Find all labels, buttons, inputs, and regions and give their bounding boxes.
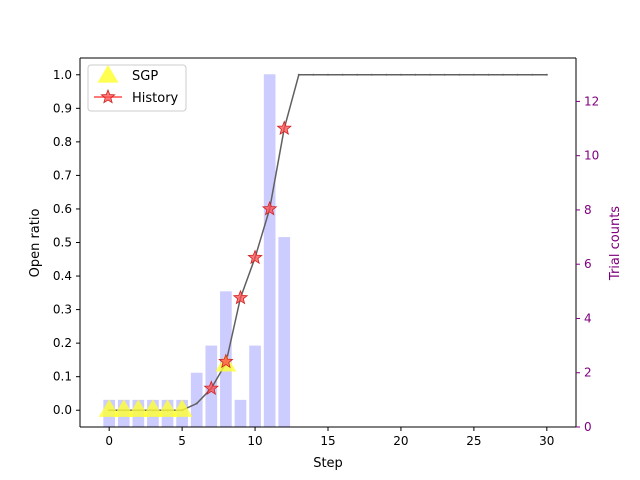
y-tick-label-left: 0.5 [53,236,72,250]
y-tick-label-right: 6 [584,257,592,271]
x-tick-label: 30 [539,434,554,448]
x-tick-label: 25 [466,434,481,448]
open-ratio-line-group [108,73,548,412]
history-marker [276,120,292,136]
x-tick-label: 10 [247,434,262,448]
legend-sgp-marker [97,65,119,83]
y-tick-label-right: 10 [584,149,599,163]
history-marker [261,200,278,216]
open-ratio-point [312,73,315,76]
open-ratio-point [370,73,373,76]
x-tick-label: 15 [320,434,335,448]
sgp-marker [98,399,120,417]
y-tick-label-left: 0.6 [53,202,72,216]
sgp-marker [157,399,178,417]
open-ratio-point [341,73,344,76]
legend-label-sgp: SGP [132,69,158,84]
y-axis-label-left: Open ratio [28,209,43,278]
history-marker [218,353,234,369]
open-ratio-point [414,73,417,76]
history-marker [247,249,263,265]
trial-count-bar [190,372,203,427]
y-tick-label-right: 8 [584,203,592,217]
y-tick-label-left: 0.2 [53,336,72,350]
y-tick-label-left: 1.0 [53,68,72,82]
sgp-marker [171,399,193,417]
y-tick-label-left: 0.7 [53,168,72,182]
x-tick-label: 5 [178,434,186,448]
sgp-marker [127,399,149,417]
y-tick-label-left: 0.4 [53,269,72,283]
y-tick-label-left: 0.3 [53,303,72,317]
y-tick-label-left: 0.1 [53,370,72,384]
history-marker [203,380,220,395]
x-tick-label: 0 [105,434,113,448]
open-ratio-point [487,73,490,76]
x-axis-label: Step [313,456,343,471]
trial-count-bar [249,345,261,427]
open-ratio-point [472,73,475,76]
open-ratio-point [356,73,359,76]
open-ratio-point [327,73,329,76]
legend: SGP History [87,64,187,112]
y-tick-label-right: 2 [584,366,592,380]
open-ratio-point [399,73,402,76]
trial-count-bar [263,74,276,427]
open-ratio-point [195,402,198,405]
y-tick-label-left: 0.9 [53,101,72,115]
legend-label-history: History [132,91,179,106]
open-ratio-line [109,74,547,411]
open-ratio-point [429,73,432,76]
y-tick-label-left: 0.8 [53,135,72,149]
y-tick-label-left: 0.0 [53,403,72,417]
legend-history-marker [100,88,116,104]
history-marker [232,289,249,305]
open-ratio-point [443,73,446,76]
legend-sgp-triangle [97,65,119,83]
y-tick-label-right: 0 [584,420,592,434]
open-ratio-point [297,73,300,76]
trial-count-bar [278,237,291,427]
open-ratio-point [516,73,519,76]
open-ratio-point [502,73,505,76]
open-ratio-point [458,73,461,76]
trial-count-bars [103,74,291,427]
y-tick-label-right: 12 [584,94,599,108]
x-tick-label: 20 [393,434,408,448]
sgp-marker [142,399,164,417]
ticks: 0 5 10 15 20 25 300.00.10.20.30.40.50.60.70.80… [53,68,599,448]
axes [79,57,577,428]
y-tick-label-right: 4 [584,311,592,325]
y-axis-label-right: Trial counts [608,206,623,281]
marker-group [98,120,292,417]
open-ratio-point [385,73,388,76]
open-ratio-point [531,73,534,76]
legend-history-star [100,88,116,104]
open-ratio-point [545,73,548,76]
trial-count-bar [234,399,247,427]
sgp-marker [113,399,135,417]
